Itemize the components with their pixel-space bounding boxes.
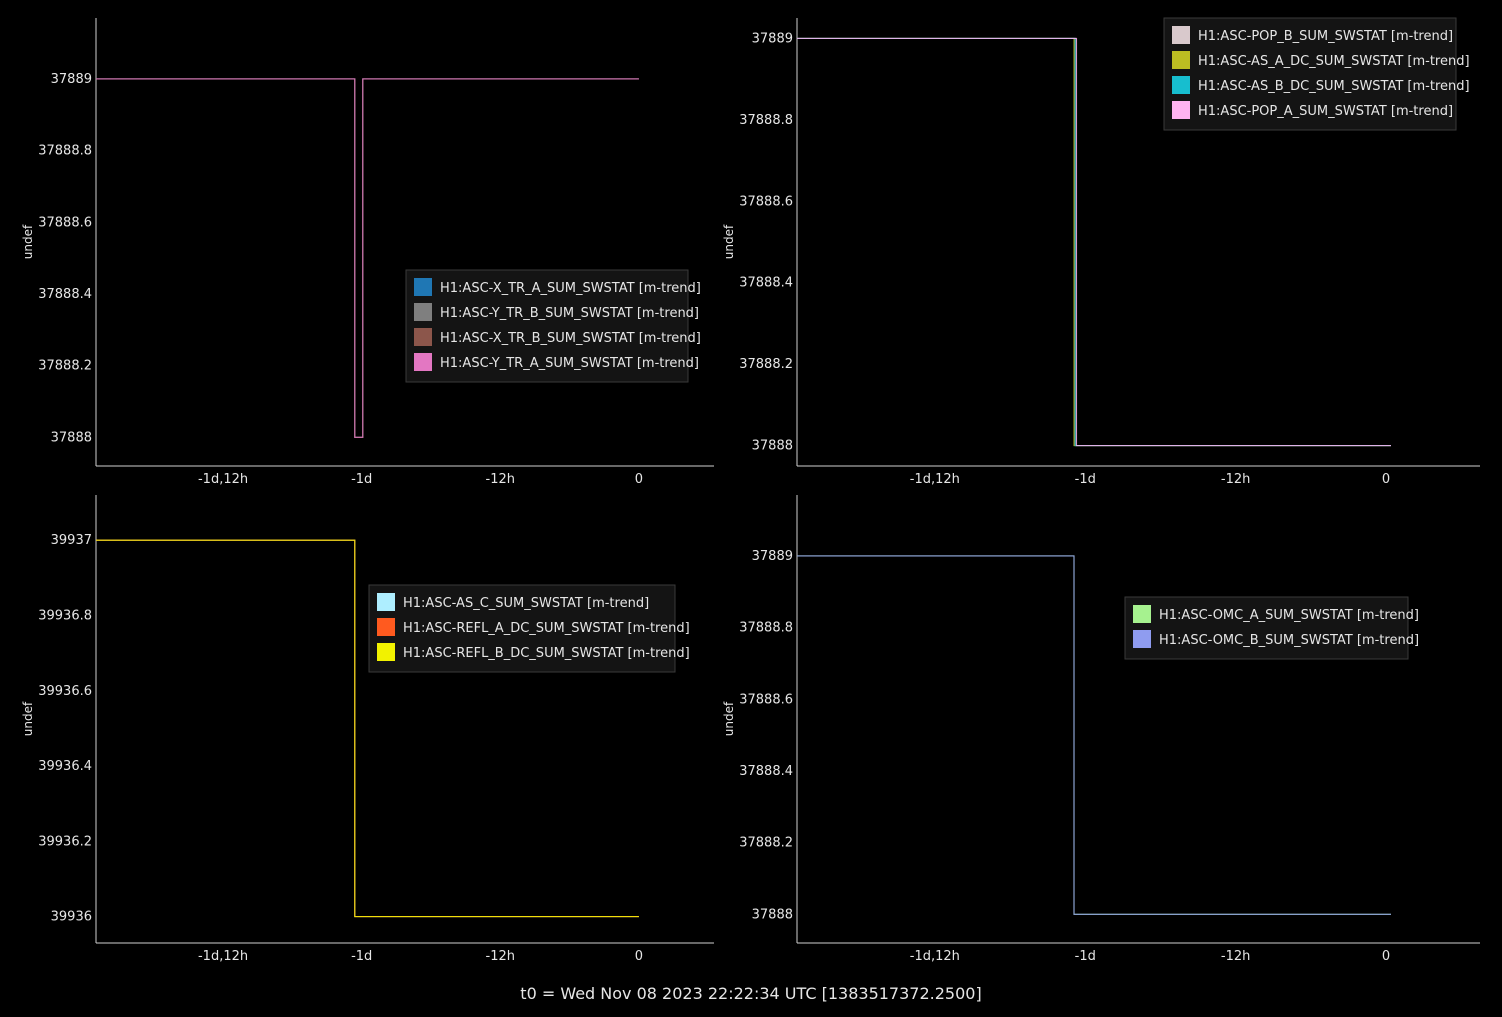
x-tick-label: -1d,12h [910,472,960,487]
y-tick-label: 37888.2 [739,836,793,851]
series-line [96,78,639,438]
series-line [96,78,639,438]
legend-swatch [1172,51,1190,69]
legend-label: H1:ASC-REFL_B_DC_SUM_SWSTAT [m-trend] [403,646,690,661]
legend-swatch [1172,26,1190,44]
y-axis-label: undef [722,701,736,736]
legend-swatch [414,303,432,321]
y-tick-label: 37889 [51,72,92,87]
legend: H1:ASC-X_TR_A_SUM_SWSTAT [m-trend] H1:ASC… [405,269,701,383]
legend-swatch [377,643,395,661]
y-tick-label: 37888.6 [739,194,793,209]
y-tick-label: 37888.6 [739,692,793,707]
legend: H1:ASC-AS_C_SUM_SWSTAT [m-trend] H1:ASC-R… [368,584,690,673]
x-tick-label: -1d [1075,472,1096,487]
x-tick-label: 0 [635,472,643,487]
x-tick-label: -1d,12h [198,949,248,964]
chart-panel-3: 39936 39936.2 39936.4 39936.6 39936.8 39937 -1… [21,495,714,964]
x-tick-label: -12h [1221,472,1250,487]
legend-label: H1:ASC-POP_B_SUM_SWSTAT [m-trend] [1198,29,1453,44]
x-tick-label: 0 [1382,472,1390,487]
legend-swatch [1172,76,1190,94]
legend-swatch [377,593,395,611]
y-axis-label: undef [21,701,35,736]
y-tick-label: 37888.6 [38,215,92,230]
legend-label: H1:ASC-OMC_B_SUM_SWSTAT [m-trend] [1159,633,1419,648]
y-tick-label: 39936.2 [38,834,92,849]
y-tick-label: 39936 [51,910,92,925]
legend-swatch [414,328,432,346]
legend-label: H1:ASC-Y_TR_B_SUM_SWSTAT [m-trend] [440,306,699,321]
y-axis-label: undef [21,224,35,259]
legend-label: H1:ASC-AS_B_DC_SUM_SWSTAT [m-trend] [1198,79,1470,94]
series-line [96,78,639,438]
x-tick-label: -1d [351,949,372,964]
y-tick-label: 37888 [752,907,793,922]
x-tick-label: 0 [635,949,643,964]
y-tick-label: 37888.4 [38,287,92,302]
y-tick-label: 39936.4 [38,759,92,774]
legend-label: H1:ASC-Y_TR_A_SUM_SWSTAT [m-trend] [440,356,699,371]
legend-box [1124,596,1409,660]
x-tick-label: 0 [1382,949,1390,964]
legend-swatch [1133,630,1151,648]
t0-footer: t0 = Wed Nov 08 2023 22:22:34 UTC [13835… [520,984,982,1003]
legend-swatch [414,278,432,296]
y-tick-label: 37888.2 [38,359,92,374]
y-tick-label: 39937 [51,533,92,548]
y-tick-label: 37888 [752,439,793,454]
chart-panel-1: 37888 37888.2 37888.4 37888.6 37888.8 37889 -1… [21,18,714,487]
legend-label: H1:ASC-X_TR_B_SUM_SWSTAT [m-trend] [440,331,701,346]
y-tick-label: 37888.4 [739,276,793,291]
legend: H1:ASC-OMC_A_SUM_SWSTAT [m-trend] H1:ASC-… [1124,596,1419,660]
chart-panel-4: 37888 37888.2 37888.4 37888.6 37888.8 37889 -1… [722,495,1480,964]
y-tick-label: 37888 [51,430,92,445]
legend-label: H1:ASC-AS_A_DC_SUM_SWSTAT [m-trend] [1198,54,1470,69]
series-line [96,539,639,918]
x-tick-label: -1d,12h [910,949,960,964]
y-tick-label: 37889 [752,549,793,564]
y-tick-label: 37888.8 [38,144,92,159]
chart-panel-2: 37888 37888.2 37888.4 37888.6 37888.8 37889 -1… [722,17,1480,487]
legend-box [368,584,676,673]
legend-box [405,269,689,383]
series-line [96,78,639,438]
y-tick-label: 37888.8 [739,621,793,636]
y-tick-label: 37888.2 [739,357,793,372]
legend-swatch [414,353,432,371]
x-tick-label: -1d [351,472,372,487]
legend-label: H1:ASC-OMC_A_SUM_SWSTAT [m-trend] [1159,608,1419,623]
x-tick-label: -1d [1075,949,1096,964]
y-tick-label: 37888.8 [739,113,793,128]
x-tick-label: -12h [486,472,515,487]
y-axis-label: undef [722,224,736,259]
legend-swatch [1172,101,1190,119]
series-line [797,555,1391,915]
legend-label: H1:ASC-AS_C_SUM_SWSTAT [m-trend] [403,596,649,611]
legend-box [1163,17,1457,131]
series-line [797,37,1391,447]
x-tick-label: -1d,12h [198,472,248,487]
legend-swatch [377,618,395,636]
legend-label: H1:ASC-REFL_A_DC_SUM_SWSTAT [m-trend] [403,621,690,636]
legend-label: H1:ASC-POP_A_SUM_SWSTAT [m-trend] [1198,104,1453,119]
y-tick-label: 39936.8 [38,608,92,623]
x-tick-label: -12h [486,949,515,964]
legend-swatch [1133,605,1151,623]
y-tick-label: 37888.4 [739,764,793,779]
x-tick-label: -12h [1221,949,1250,964]
y-tick-label: 37889 [752,31,793,46]
legend: H1:ASC-POP_B_SUM_SWSTAT [m-trend] H1:ASC-… [1163,17,1470,131]
y-tick-label: 39936.6 [38,684,92,699]
legend-label: H1:ASC-X_TR_A_SUM_SWSTAT [m-trend] [440,281,701,296]
